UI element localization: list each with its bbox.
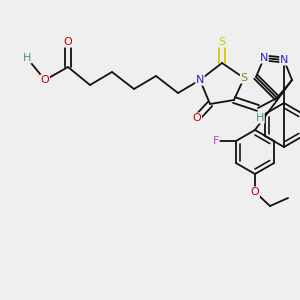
Text: N: N [196,75,204,85]
Text: H: H [256,113,264,123]
Text: F: F [213,136,219,146]
Text: N: N [260,53,268,63]
Text: S: S [218,37,226,47]
Text: O: O [40,75,50,85]
Text: O: O [64,37,72,47]
Text: N: N [280,55,288,65]
Text: H: H [23,53,31,63]
Text: O: O [250,187,260,197]
Text: O: O [193,113,201,123]
Text: S: S [240,73,247,83]
